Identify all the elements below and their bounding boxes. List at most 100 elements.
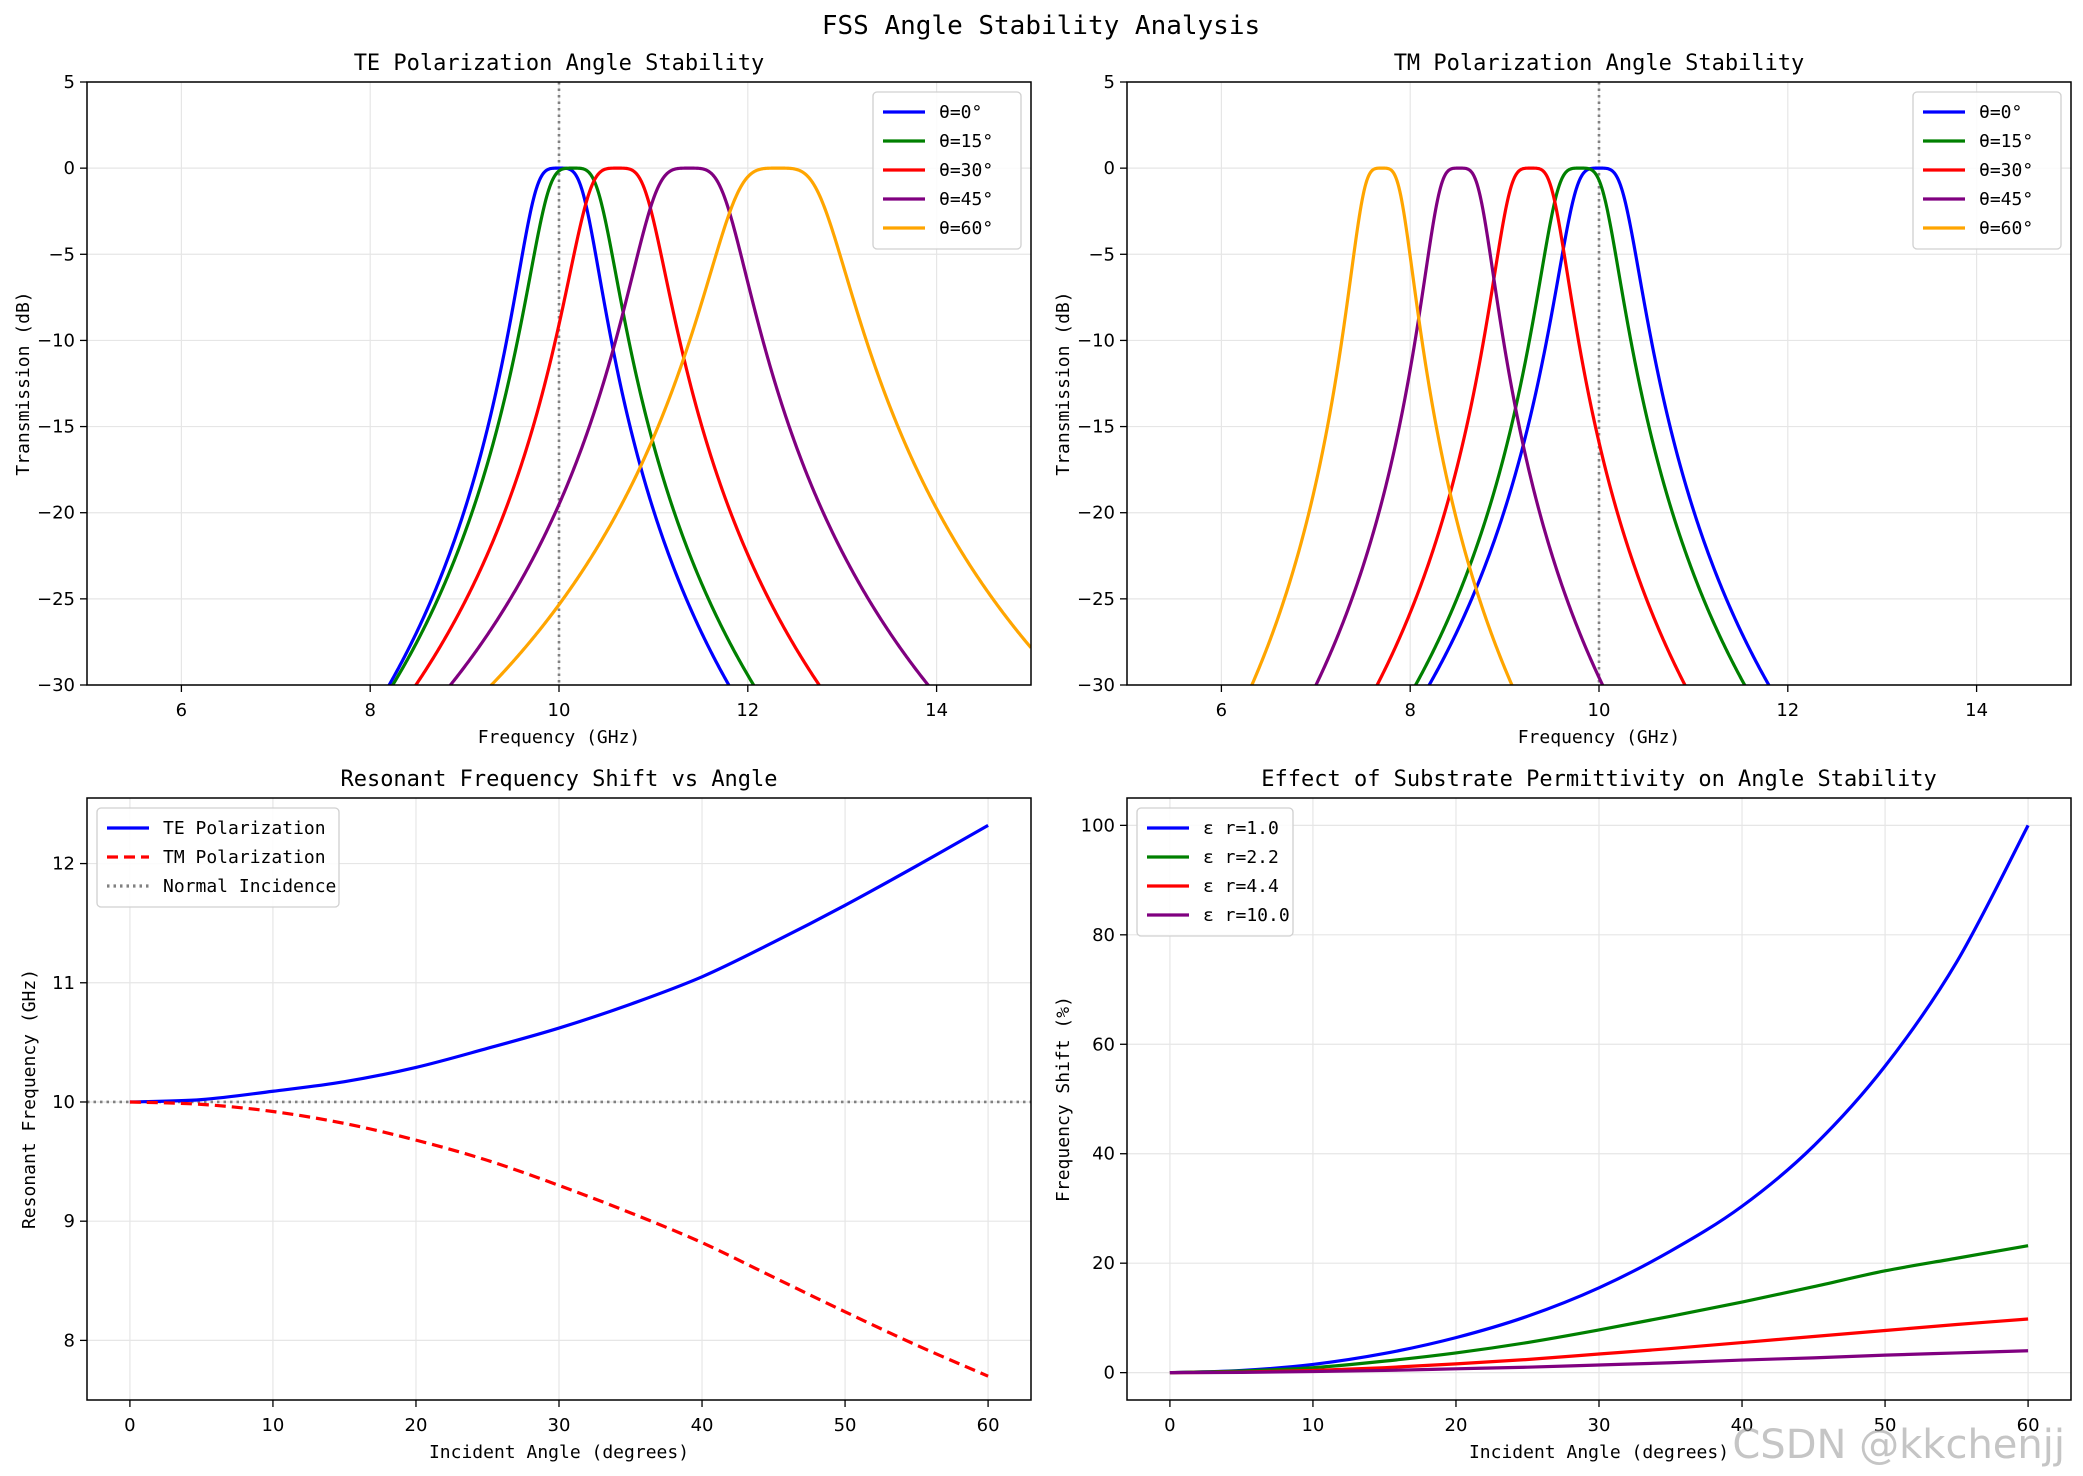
y-tick-label: 60 [1092, 1034, 1115, 1055]
y-tick-label: 0 [1104, 158, 1115, 179]
figure-title: FSS Angle Stability Analysis [822, 11, 1260, 41]
x-axis-label: Incident Angle (degrees) [1469, 1442, 1729, 1463]
chart-title: TM Polarization Angle Stability [1394, 51, 1805, 76]
y-tick-label: 10 [52, 1092, 75, 1113]
legend-label: ε r=1.0 [1203, 818, 1279, 839]
chart-3: 0 10 20 30 40 50 60 8 9 10 11 12 Resonant Frequency … [19, 767, 1032, 1463]
y-tick-label: 40 [1092, 1144, 1115, 1165]
x-tick-label: 30 [548, 1415, 571, 1436]
x-tick-label: 10 [1588, 700, 1611, 721]
y-tick-label: 80 [1092, 925, 1115, 946]
legend-label: θ=15° [1979, 131, 2033, 152]
plot-area [387, 82, 1031, 685]
x-tick-label: 14 [1965, 700, 1988, 721]
axes-frame [86, 797, 1032, 1401]
series-line-2 [129, 1100, 989, 1378]
x-tick-label: 20 [405, 1415, 428, 1436]
x-tick-label: 8 [1404, 700, 1415, 721]
series-line-5 [489, 166, 1031, 685]
legend-box [96, 807, 340, 908]
y-tick-label: 0 [1104, 1363, 1115, 1384]
y-tick-label: −25 [1077, 589, 1115, 610]
chart-1: 6 8 10 12 14 5 0 −5 −10 −15 −20 −25 −30 TE Polarizati… [13, 51, 1032, 748]
y-tick-label: −5 [1088, 244, 1115, 265]
y-tick-label: 0 [64, 158, 75, 179]
y-tick-label: −15 [1077, 417, 1115, 438]
x-tick-label: 10 [548, 700, 571, 721]
x-tick-label: 6 [1216, 700, 1227, 721]
y-tick-label: −15 [37, 417, 75, 438]
chart-title: TE Polarization Angle Stability [354, 51, 765, 76]
y-tick-label: 5 [64, 72, 75, 93]
axes-frame [1126, 797, 2072, 1401]
x-tick-label: 10 [1301, 1415, 1324, 1436]
legend-label: TM Polarization [163, 847, 326, 868]
legend-label: θ=30° [1979, 160, 2033, 181]
legend: θ=0° θ=15° θ=30° θ=45° θ=60° [872, 91, 1022, 250]
plot-area [1169, 824, 2030, 1375]
axes-frame [86, 81, 1032, 686]
legend-box [872, 91, 1022, 250]
x-tick-label: 0 [1164, 1415, 1175, 1436]
y-tick-label: 12 [52, 854, 75, 875]
legend: ε r=1.0 ε r=2.2 ε r=4.4 ε r=10.0 [1136, 807, 1294, 937]
chart-title: Effect of Substrate Permittivity on Angl… [1261, 767, 1937, 792]
x-tick-label: 20 [1445, 1415, 1468, 1436]
legend-box [1912, 91, 2062, 250]
y-tick-label: 9 [64, 1211, 75, 1232]
y-tick-label: 11 [52, 973, 75, 994]
axes-frame [1126, 81, 2072, 686]
y-tick-label: −10 [1077, 330, 1115, 351]
y-tick-label: 5 [1104, 72, 1115, 93]
legend-label: θ=45° [939, 189, 993, 210]
x-tick-label: 40 [691, 1415, 714, 1436]
x-tick-label: 12 [736, 700, 759, 721]
y-tick-label: −25 [37, 589, 75, 610]
legend-label: θ=0° [1979, 102, 2022, 123]
series-line-4 [448, 166, 931, 685]
x-axis-label: Frequency (GHz) [478, 727, 641, 748]
y-axis-label: Frequency Shift (%) [1053, 996, 1074, 1202]
chart-2: 6 8 10 12 14 5 0 −5 −10 −15 −20 −25 −30 TM Polarizati… [1053, 51, 2072, 748]
plot-area [87, 824, 1031, 1378]
series-line-4 [1314, 166, 1605, 685]
chart-title: Resonant Frequency Shift vs Angle [340, 767, 777, 792]
legend-label: θ=15° [939, 131, 993, 152]
watermark: CSDN @kkchenjj [1732, 1422, 2065, 1468]
legend-label: ε r=10.0 [1203, 905, 1290, 926]
legend-label: TE Polarization [163, 818, 326, 839]
y-tick-label: −20 [1077, 503, 1115, 524]
legend-label: θ=60° [939, 218, 993, 239]
x-tick-label: 10 [261, 1415, 284, 1436]
y-axis-label: Transmission (dB) [1053, 291, 1074, 475]
legend-label: θ=60° [1979, 218, 2033, 239]
y-tick-label: −5 [48, 244, 75, 265]
legend-label: θ=0° [939, 102, 982, 123]
series-line-2 [1169, 1244, 2029, 1375]
legend-label: ε r=2.2 [1203, 847, 1279, 868]
series-line-3 [1375, 166, 1687, 685]
series-line-3 [413, 166, 822, 685]
legend-label: θ=30° [939, 160, 993, 181]
series-line-1 [387, 166, 731, 685]
x-tick-label: 0 [124, 1415, 135, 1436]
x-tick-label: 60 [2017, 1415, 2040, 1436]
series-line-2 [1413, 166, 1747, 685]
x-tick-label: 50 [1874, 1415, 1897, 1436]
y-tick-label: 8 [64, 1330, 75, 1351]
y-axis-label: Transmission (dB) [13, 291, 34, 475]
legend-box [1136, 807, 1294, 937]
legend-label: ε r=4.4 [1203, 876, 1279, 897]
x-tick-label: 6 [176, 700, 187, 721]
x-axis-label: Frequency (GHz) [1518, 727, 1681, 748]
y-tick-label: −20 [37, 503, 75, 524]
legend: θ=0° θ=15° θ=30° θ=45° θ=60° [1912, 91, 2062, 250]
x-tick-label: 14 [925, 700, 948, 721]
x-tick-label: 30 [1588, 1415, 1611, 1436]
series-line-1 [129, 824, 989, 1104]
x-axis-label: Incident Angle (degrees) [429, 1442, 689, 1463]
x-tick-label: 12 [1776, 700, 1799, 721]
legend-label: θ=45° [1979, 189, 2033, 210]
x-tick-label: 50 [834, 1415, 857, 1436]
